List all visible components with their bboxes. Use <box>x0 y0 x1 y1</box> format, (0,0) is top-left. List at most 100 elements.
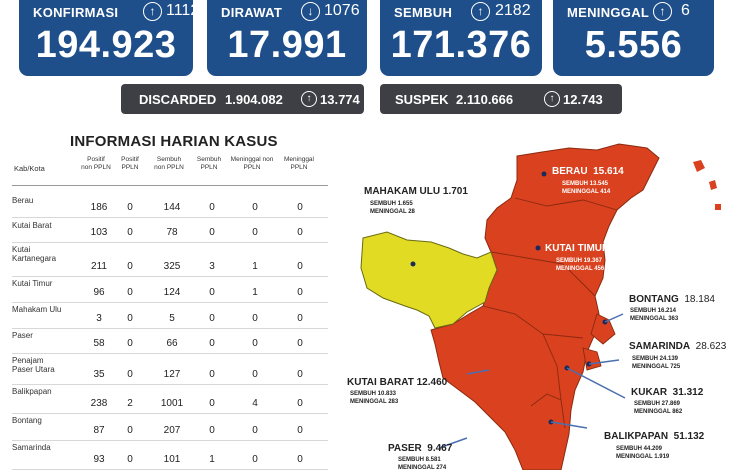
row-cell: 0 <box>209 425 215 436</box>
row-cell: 0 <box>209 227 215 238</box>
row-cell: 1001 <box>160 398 184 409</box>
row-cell: 0 <box>252 313 258 324</box>
row-cell: 0 <box>252 454 258 465</box>
map-label-kutai-timur: KUTAI TIMUR 20.899 <box>545 243 643 254</box>
stat-value: 171.376 <box>390 24 532 66</box>
map-label-paser: PASER 9.467 <box>388 443 453 454</box>
row-district-name: Berau <box>12 196 34 205</box>
row-district-name: Penajam Paser Utara <box>12 356 55 374</box>
map-label-kutai-barat: KUTAI BARAT 12.460 <box>347 377 448 388</box>
row-cell: 103 <box>90 227 108 238</box>
arrow-up-icon: ↑ <box>471 2 490 21</box>
map-sub-samarinda: SEMBUH 24.139 MENINGGAL 725 <box>632 356 681 370</box>
table-row: Bontang 87 0 207 0 0 0 <box>12 413 328 441</box>
row-cell: 0 <box>127 227 133 238</box>
row-cell: 2 <box>127 398 133 409</box>
map-sub-bontang: SEMBUH 16.214 MENINGGAL 363 <box>630 308 679 322</box>
row-cell: 0 <box>297 261 303 272</box>
stat-dirawat: DIRAWAT ↓ 1076 17.991 <box>207 0 367 76</box>
row-cell: 78 <box>166 227 178 238</box>
map-sub-kutai-timur: SEMBUH 19.367 MENINGGAL 456 <box>556 258 605 272</box>
row-cell: 0 <box>127 287 133 298</box>
table-row: Kutai Timur 96 0 124 0 1 0 <box>12 276 328 303</box>
stat-label: MENINGGAL <box>567 5 650 20</box>
arrow-up-icon: ↑ <box>653 2 672 21</box>
row-cell: 0 <box>127 202 133 213</box>
row-cell: 0 <box>297 287 303 298</box>
row-cell: 0 <box>209 202 215 213</box>
table-row: Kutai Kartanegara 211 0 325 3 1 0 <box>12 242 328 277</box>
row-cell: 0 <box>252 202 258 213</box>
stat-value: 194.923 <box>35 24 177 66</box>
header-sembuh-ppln: Sembuh PPLN <box>196 156 222 171</box>
map-label-bontang: BONTANG 18.184 <box>629 294 715 305</box>
row-cell: 207 <box>163 425 181 436</box>
stat-label: DIRAWAT <box>221 5 283 20</box>
row-cell: 66 <box>166 338 178 349</box>
arrow-down-icon: ↓ <box>301 2 320 21</box>
stat-label: KONFIRMASI <box>33 5 119 20</box>
map-label-kukar: KUKAR 31.312 <box>631 387 704 398</box>
row-cell: 0 <box>252 425 258 436</box>
row-district-name: Kutai Timur <box>12 279 53 288</box>
row-cell: 35 <box>93 369 105 380</box>
header-meninggal-ppln: Meninggal PPLN <box>284 156 314 171</box>
row-district-name: Paser <box>12 331 33 340</box>
table-row: Balikpapan 238 2 1001 0 4 0 <box>12 384 328 414</box>
suspek-pill: SUSPEK 2.110.666 ↑ 12.743 <box>380 84 622 114</box>
row-cell: 0 <box>252 369 258 380</box>
arrow-up-icon: ↑ <box>143 2 162 21</box>
map-sub-kutai-barat: SEMBUH 10.833 MENINGGAL 283 <box>350 391 399 405</box>
row-district-name: Balikpapan <box>12 387 52 396</box>
map-label-balikpapan: BALIKPAPAN 51.132 <box>604 431 705 442</box>
row-cell: 0 <box>209 369 215 380</box>
row-cell: 124 <box>163 287 181 298</box>
table-row: Berau 186 0 144 0 0 0 <box>12 193 328 218</box>
stat-value: 5.556 <box>584 24 683 66</box>
row-cell: 0 <box>127 261 133 272</box>
row-cell: 238 <box>90 398 108 409</box>
discarded-pill: DISCARDED 1.904.082 ↑ 13.774 <box>121 84 364 114</box>
row-cell: 325 <box>163 261 181 272</box>
row-cell: 0 <box>209 287 215 298</box>
row-cell: 0 <box>127 425 133 436</box>
row-cell: 0 <box>297 227 303 238</box>
stat-change: 1076 <box>324 2 360 19</box>
row-district-name: Bontang <box>12 416 42 425</box>
pill-value: 2.110.666 <box>456 92 514 107</box>
row-cell: 0 <box>297 425 303 436</box>
map-sub-paser: SEMBUH 8.581 MENINGGAL 274 <box>398 457 447 471</box>
row-cell: 0 <box>209 313 215 324</box>
map-sub-mahakam-ulu: SEMBUH 1.655 MENINGGAL 28 <box>370 201 415 215</box>
row-cell: 93 <box>93 454 105 465</box>
row-cell: 0 <box>297 454 303 465</box>
map-sub-berau: SEMBUH 13.545 MENINGGAL 414 <box>562 181 611 195</box>
stat-value: 17.991 <box>227 24 347 66</box>
arrow-up-icon: ↑ <box>544 91 560 107</box>
stat-change: 6 <box>681 2 690 19</box>
map-label-berau: BERAU 15.614 <box>552 166 624 177</box>
table-row: Paser 58 0 66 0 0 0 <box>12 328 328 354</box>
row-cell: 3 <box>96 313 102 324</box>
arrow-up-icon: ↑ <box>301 91 317 107</box>
table-row: Mahakam Ulu 3 0 5 0 0 0 <box>12 302 328 329</box>
stat-change: 1112 <box>166 2 200 19</box>
pill-change: 13.774 <box>320 92 360 107</box>
row-cell: 5 <box>169 313 175 324</box>
row-cell: 0 <box>297 313 303 324</box>
header-positif-non-ppln: Positif non PPLN <box>81 156 111 171</box>
row-cell: 0 <box>127 369 133 380</box>
table-row: Penajam Paser Utara 35 0 127 0 0 0 <box>12 353 328 385</box>
row-cell: 0 <box>127 454 133 465</box>
row-cell: 0 <box>209 398 215 409</box>
pill-label: SUSPEK <box>395 92 449 107</box>
row-district-name: Mahakam Ulu <box>12 305 62 314</box>
row-cell: 0 <box>297 398 303 409</box>
yellow-zone-region <box>360 231 498 329</box>
stat-konfirmasi: KONFIRMASI ↑ 1112 194.923 <box>19 0 199 76</box>
row-cell: 87 <box>93 425 105 436</box>
stat-change: 2182 <box>495 2 531 19</box>
row-cell: 96 <box>93 287 105 298</box>
map-sub-balikpapan: SEMBUH 44.209 MENINGGAL 1.919 <box>616 446 670 460</box>
row-cell: 0 <box>297 202 303 213</box>
